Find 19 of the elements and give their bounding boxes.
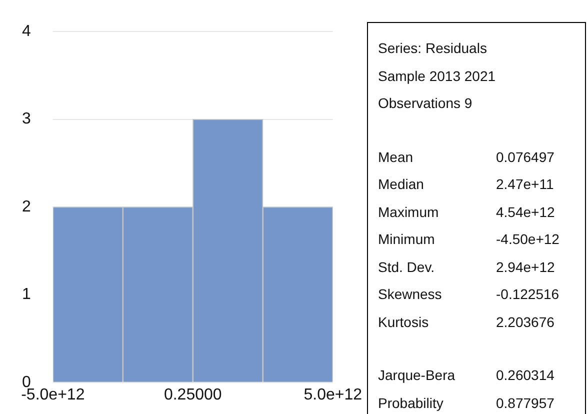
text: Std. Dev. 2.94e+12 bbox=[378, 258, 555, 274]
text: Maximum 4.54e+12 bbox=[378, 204, 555, 220]
text: Minimum -4.50e+12 bbox=[378, 231, 560, 247]
y-tick-label: 4 bbox=[22, 23, 31, 40]
y-tick-label: 1 bbox=[22, 286, 31, 304]
y-tick-label: 2 bbox=[22, 198, 31, 216]
text: Probability 0.877957 bbox=[378, 394, 554, 410]
text: Sample 2013 2021 bbox=[378, 66, 497, 86]
text: Median 2.47e+11 bbox=[378, 176, 554, 192]
text: Mean 0.076497 bbox=[378, 148, 554, 164]
text: Jarque-Bera 0.260314 bbox=[378, 367, 554, 383]
x-tick-label: -5.0e+12 bbox=[21, 386, 85, 404]
text: Observations 9 bbox=[378, 94, 474, 113]
text: Kurtosis 2.203676 bbox=[378, 314, 554, 330]
x-tick-label: 0.25000 bbox=[164, 386, 222, 404]
x-tick-label: 5.0e+12 bbox=[304, 386, 362, 404]
y-tick-label: 3 bbox=[22, 110, 31, 128]
text: Skewness -0.122516 bbox=[378, 286, 560, 302]
text: Series: Residuals bbox=[378, 39, 488, 58]
